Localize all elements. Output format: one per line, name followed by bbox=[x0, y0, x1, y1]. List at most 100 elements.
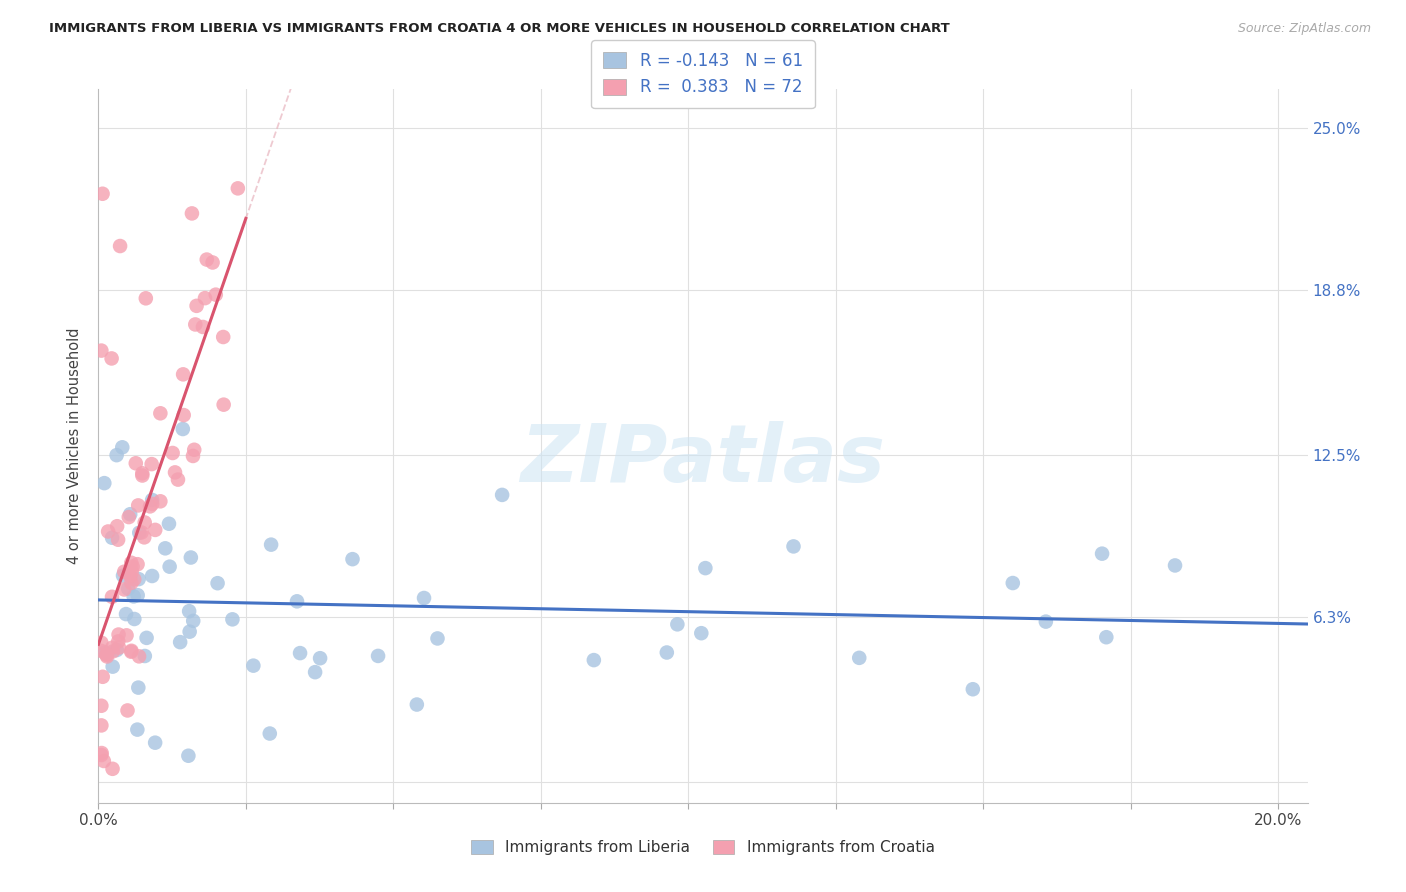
Point bbox=[186, 299, 208, 313]
Text: IMMIGRANTS FROM LIBERIA VS IMMIGRANTS FROM CROATIA 4 OR MORE VEHICLES IN HOUSEHO: IMMIGRANTS FROM LIBERIA VS IMMIGRANTS FR… bbox=[49, 22, 950, 36]
Point bbox=[101, 590, 124, 604]
Point bbox=[91, 186, 114, 201]
Point bbox=[90, 718, 112, 732]
Point bbox=[90, 636, 112, 650]
Point bbox=[90, 746, 112, 760]
Point bbox=[124, 612, 146, 626]
Point bbox=[131, 525, 153, 540]
Point bbox=[127, 588, 149, 602]
Point bbox=[690, 626, 713, 640]
Point bbox=[181, 614, 204, 628]
Point bbox=[141, 497, 163, 511]
Point bbox=[163, 466, 186, 480]
Point bbox=[127, 681, 149, 695]
Point bbox=[101, 762, 124, 776]
Point bbox=[108, 239, 131, 253]
Point bbox=[204, 287, 226, 301]
Point bbox=[191, 320, 214, 334]
Point bbox=[155, 541, 177, 556]
Point bbox=[96, 647, 118, 661]
Point bbox=[101, 531, 124, 545]
Point bbox=[177, 748, 200, 763]
Point bbox=[260, 538, 283, 552]
Legend: Immigrants from Liberia, Immigrants from Croatia: Immigrants from Liberia, Immigrants from… bbox=[464, 832, 942, 863]
Point bbox=[162, 446, 184, 460]
Point bbox=[655, 646, 678, 660]
Point bbox=[180, 550, 202, 565]
Point bbox=[112, 582, 135, 597]
Point bbox=[582, 653, 605, 667]
Point bbox=[105, 643, 128, 657]
Point bbox=[167, 473, 190, 487]
Point bbox=[181, 206, 204, 220]
Point bbox=[221, 612, 243, 626]
Point bbox=[112, 568, 135, 582]
Point bbox=[259, 726, 281, 740]
Point bbox=[118, 510, 141, 524]
Point bbox=[157, 516, 180, 531]
Point bbox=[134, 648, 156, 663]
Point bbox=[101, 640, 124, 655]
Point bbox=[135, 631, 157, 645]
Point bbox=[101, 644, 124, 658]
Point bbox=[159, 559, 181, 574]
Point bbox=[122, 590, 145, 604]
Point bbox=[666, 617, 689, 632]
Point bbox=[367, 648, 389, 663]
Point bbox=[91, 670, 114, 684]
Y-axis label: 4 or more Vehicles in Household: 4 or more Vehicles in Household bbox=[67, 327, 83, 565]
Point bbox=[121, 559, 143, 574]
Point bbox=[342, 552, 364, 566]
Point bbox=[172, 422, 194, 436]
Point bbox=[128, 572, 150, 586]
Point bbox=[207, 576, 229, 591]
Point bbox=[107, 533, 129, 547]
Point bbox=[96, 648, 118, 662]
Point bbox=[120, 575, 142, 590]
Point bbox=[108, 640, 131, 655]
Point bbox=[120, 569, 142, 583]
Point bbox=[90, 747, 112, 762]
Point bbox=[120, 556, 142, 570]
Point bbox=[149, 494, 172, 508]
Point bbox=[121, 644, 143, 658]
Point bbox=[1091, 547, 1114, 561]
Point bbox=[127, 558, 149, 572]
Point bbox=[97, 524, 120, 539]
Point bbox=[105, 519, 128, 533]
Point bbox=[181, 449, 204, 463]
Point bbox=[184, 318, 207, 332]
Point bbox=[143, 736, 166, 750]
Point bbox=[201, 255, 224, 269]
Point bbox=[115, 607, 138, 621]
Point bbox=[105, 448, 128, 462]
Point bbox=[413, 591, 436, 605]
Point bbox=[101, 659, 124, 673]
Point bbox=[169, 635, 191, 649]
Point bbox=[93, 754, 115, 768]
Text: Source: ZipAtlas.com: Source: ZipAtlas.com bbox=[1237, 22, 1371, 36]
Point bbox=[1035, 615, 1057, 629]
Point bbox=[117, 703, 139, 717]
Point bbox=[195, 252, 218, 267]
Point bbox=[128, 525, 150, 540]
Point bbox=[100, 351, 122, 366]
Point bbox=[141, 493, 163, 508]
Point bbox=[111, 440, 134, 454]
Point bbox=[194, 291, 217, 305]
Point bbox=[695, 561, 717, 575]
Point bbox=[172, 368, 194, 382]
Point bbox=[285, 594, 308, 608]
Point bbox=[134, 516, 156, 530]
Point bbox=[173, 408, 195, 422]
Point bbox=[212, 330, 235, 344]
Point bbox=[90, 343, 112, 358]
Point bbox=[107, 627, 129, 641]
Point bbox=[127, 499, 149, 513]
Point bbox=[134, 530, 156, 544]
Point bbox=[149, 406, 172, 420]
Point bbox=[782, 540, 804, 554]
Point bbox=[141, 569, 163, 583]
Point bbox=[120, 507, 142, 521]
Point bbox=[426, 632, 449, 646]
